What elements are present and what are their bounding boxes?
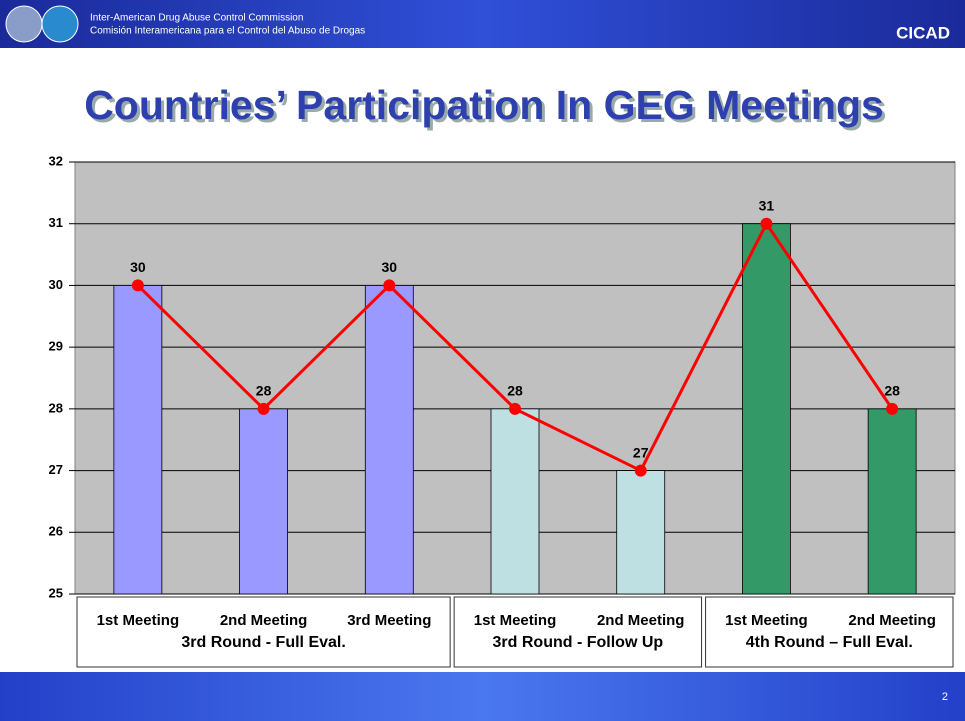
x-tick-label: 1st Meeting: [97, 612, 180, 629]
page-number: 2: [942, 691, 948, 703]
data-label: 28: [507, 383, 523, 399]
group-label: 4th Round – Full Eval.: [746, 634, 913, 651]
y-tick-label: 31: [49, 215, 63, 230]
title-shadow: Countries’ Participation In GEG Meetings: [87, 85, 887, 131]
data-label: 28: [256, 383, 272, 399]
bar: [490, 408, 540, 595]
point: [760, 217, 773, 230]
data-label: 30: [130, 259, 146, 275]
y-tick-label: 28: [49, 400, 63, 415]
y-tick-label: 26: [49, 524, 63, 539]
point: [131, 279, 144, 292]
logo: [5, 5, 43, 43]
data-label: 27: [633, 444, 649, 460]
y-tick-label: 25: [49, 585, 63, 600]
x-tick-label: 2nd Meeting: [848, 612, 936, 629]
group-label: 3rd Round - Follow Up: [493, 634, 664, 651]
brand: CICAD: [896, 23, 950, 42]
header-band: [0, 0, 965, 48]
x-tick-label: 1st Meeting: [474, 612, 557, 629]
x-tick-label: 3rd Meeting: [347, 612, 431, 629]
point: [634, 464, 647, 477]
bar: [867, 408, 917, 595]
bar: [113, 285, 163, 595]
x-tick-label: 2nd Meeting: [220, 612, 308, 629]
logo: [41, 5, 79, 43]
data-label: 31: [759, 197, 775, 213]
header-text: Comisión Interamericana para el Control …: [90, 26, 365, 37]
point: [509, 402, 521, 415]
bar: [616, 470, 666, 595]
bar: [239, 408, 288, 595]
x-tick-label: 2nd Meeting: [597, 612, 685, 629]
y-tick-label: 29: [49, 339, 63, 354]
y-tick-label: 27: [49, 462, 63, 477]
group-box: [705, 596, 954, 668]
chart-title: Countries’ Participation In GEG Meetings: [84, 82, 884, 128]
data-label: 28: [884, 383, 900, 399]
group-box: [453, 596, 703, 668]
x-tick-label: 1st Meeting: [725, 612, 808, 629]
point: [383, 279, 396, 292]
group-label: 3rd Round - Full Eval.: [181, 634, 345, 651]
point: [257, 402, 270, 415]
point: [886, 402, 899, 415]
y-tick-label: 30: [49, 277, 63, 292]
y-tick-label: 32: [49, 153, 63, 168]
data-label: 30: [381, 259, 397, 275]
group-box: [76, 596, 451, 668]
header-text: Inter-American Drug Abuse Control Commis…: [90, 13, 303, 24]
bar: [742, 223, 791, 595]
footer-band: [0, 672, 965, 721]
bar: [364, 285, 414, 595]
